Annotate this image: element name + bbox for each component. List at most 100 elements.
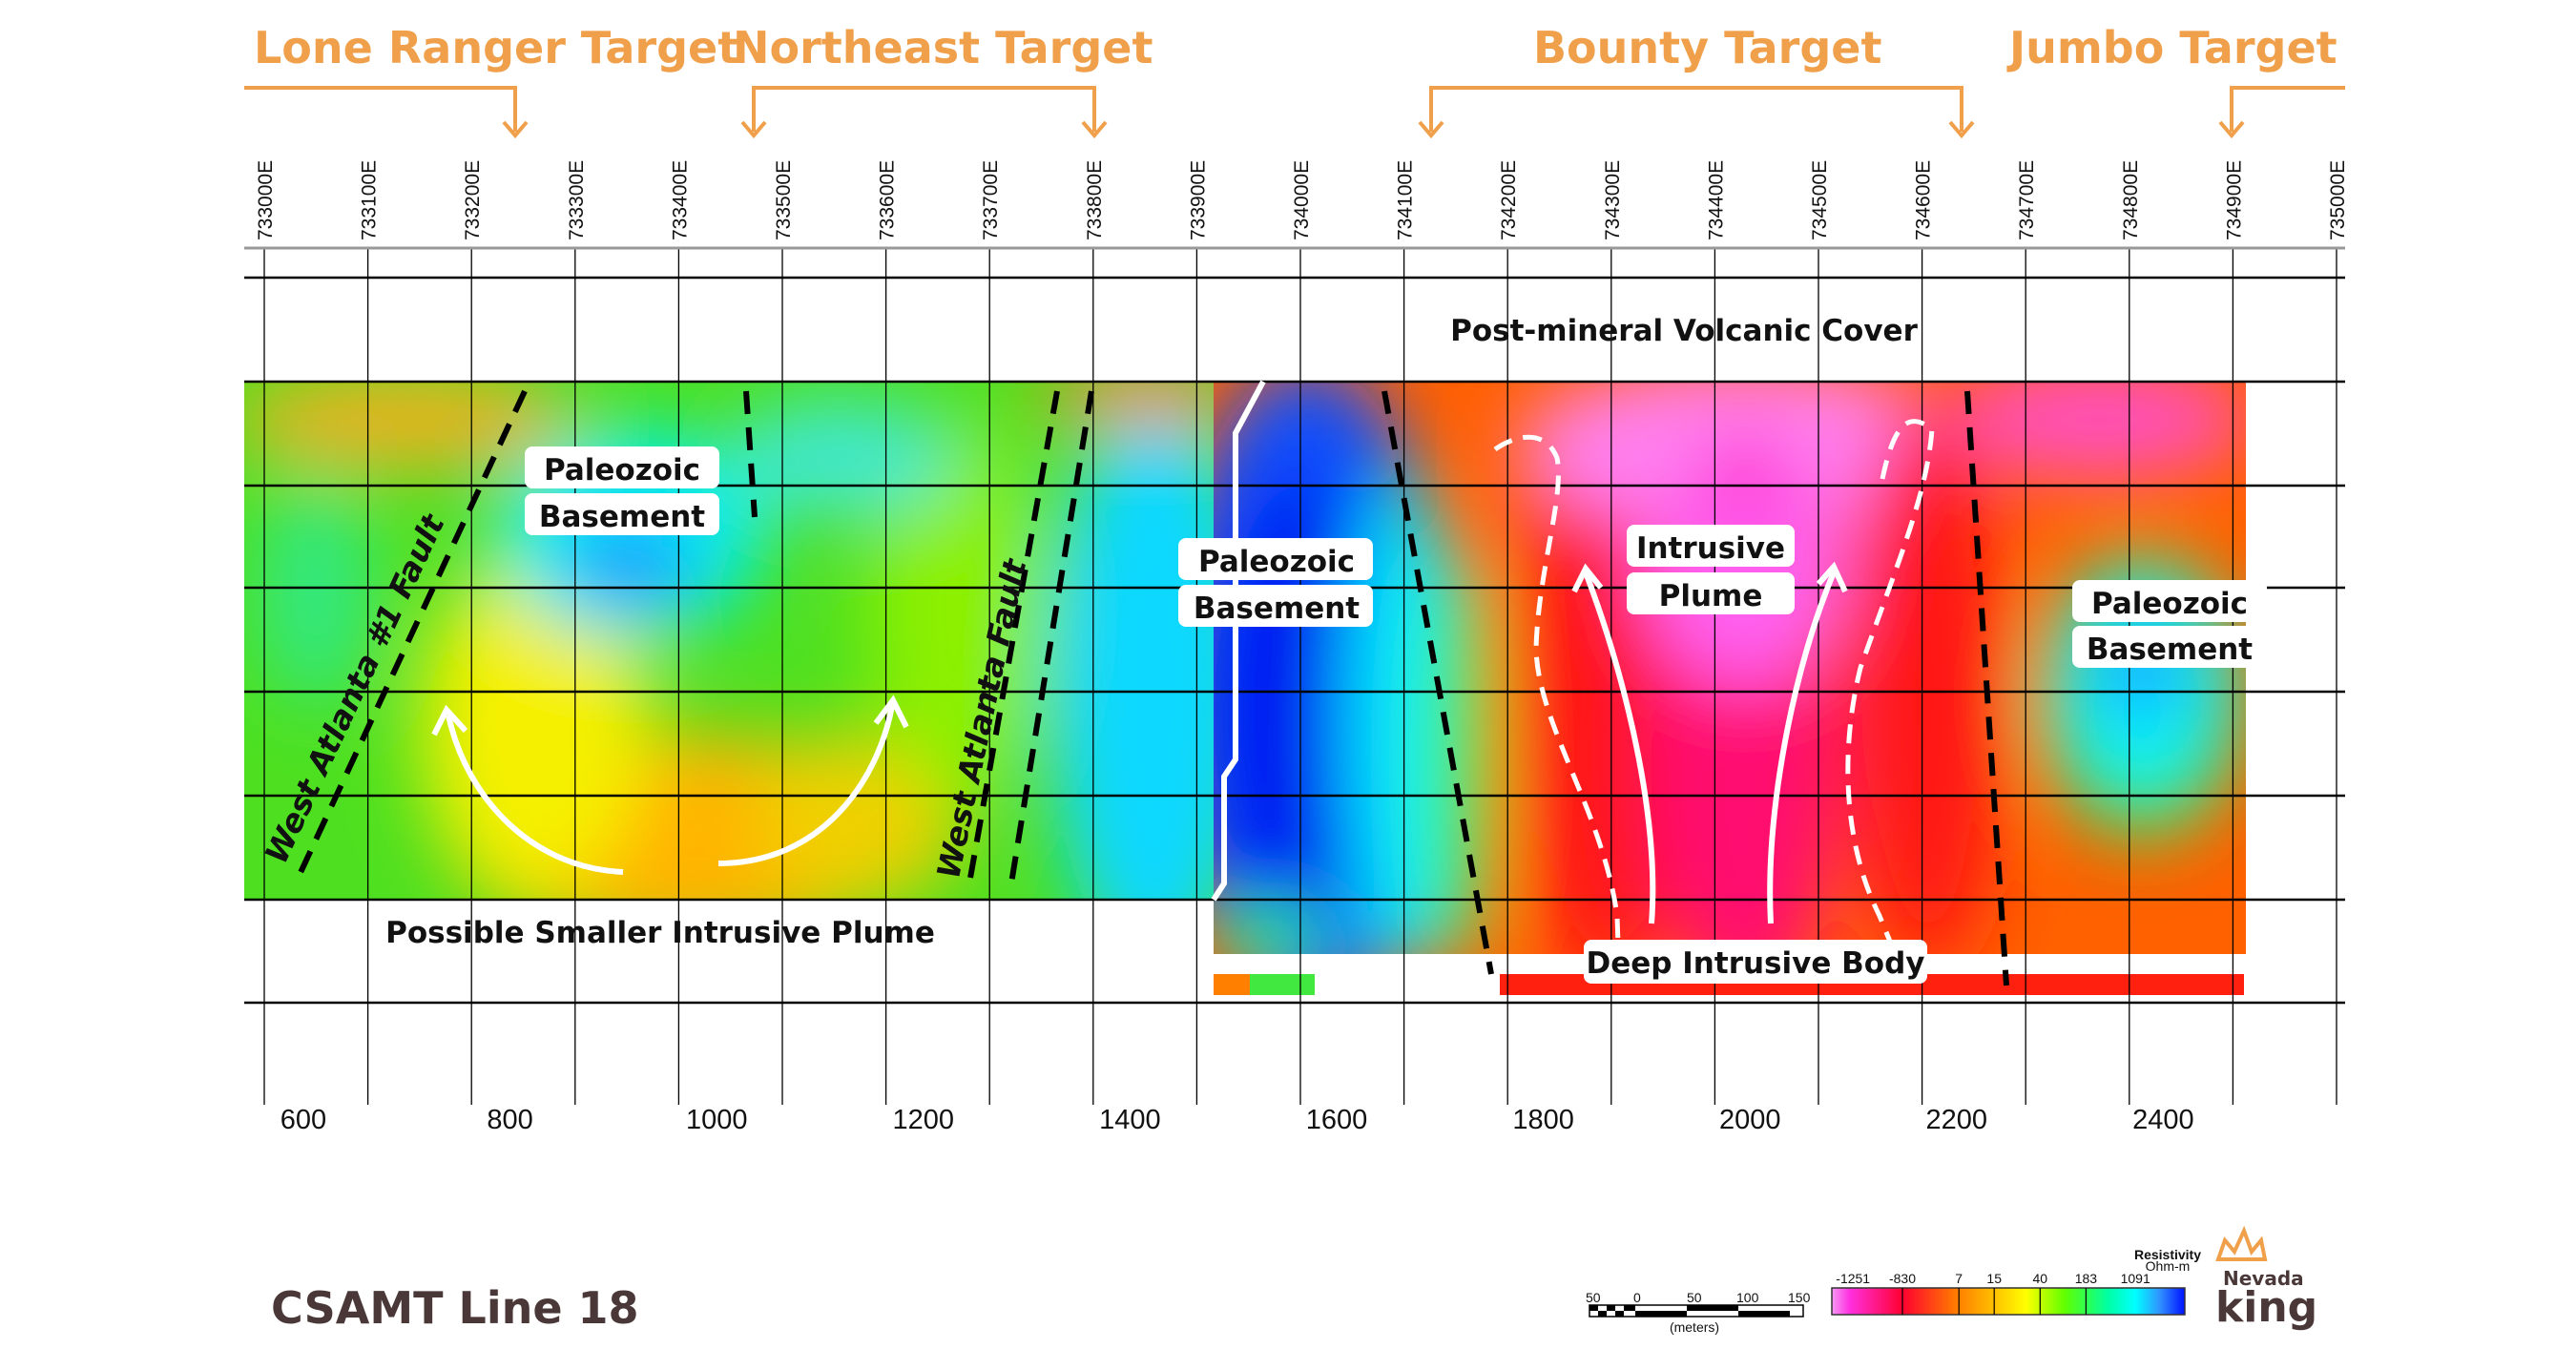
legend-title: Resistivity — [2134, 1247, 2201, 1262]
plume-label: Plume — [1659, 579, 1763, 613]
easting-label: 733200E — [462, 160, 484, 240]
distance-label: 1600 — [1306, 1105, 1368, 1135]
distance-label: 600 — [280, 1105, 326, 1135]
fault-lines — [295, 389, 2009, 986]
easting-label: 733300E — [566, 160, 588, 240]
legend-tick-label: -1251 — [1836, 1271, 1870, 1286]
easting-label: 733800E — [1084, 160, 1106, 240]
crown-icon — [2215, 1225, 2268, 1261]
grid-lines — [244, 246, 2345, 1105]
easting-label: 734300E — [1602, 160, 1624, 240]
easting-label: 734500E — [1809, 160, 1831, 240]
legend-tick-label: 183 — [2075, 1271, 2098, 1286]
west-atlanta-1-fault-line — [295, 389, 528, 881]
arrow-down-icon — [1418, 120, 1975, 139]
distance-label: 1000 — [686, 1105, 748, 1135]
arrow-up-right-icon — [717, 705, 895, 866]
logo-line2: king — [2215, 1283, 2317, 1332]
distance-label: 2400 — [2132, 1105, 2194, 1135]
bottom-strip-west-green — [1250, 974, 1315, 995]
arrowhead-icon — [1816, 561, 1848, 593]
easting-label: 733400E — [669, 160, 691, 240]
easting-label: 733700E — [980, 160, 1002, 240]
arrow-down-icon — [2218, 120, 2245, 139]
deep-intrusive-body-label: Deep Intrusive Body — [1587, 946, 1925, 981]
arrow-down-icon — [502, 120, 529, 139]
east-fault-line-2 — [1964, 390, 2009, 986]
easting-label: 734100E — [1395, 160, 1417, 240]
scale-tick: 50 — [1586, 1290, 1601, 1305]
arrow-up-left-icon — [446, 715, 624, 875]
legend-tick-label: -830 — [1889, 1271, 1916, 1286]
basement-boundary-line — [1211, 380, 1266, 902]
resistivity-legend: Resistivity Ohm-m -1251 -830 7 15 40 183 1091 — [1831, 1247, 2201, 1316]
easting-label: 733500E — [773, 160, 795, 240]
distance-label: 800 — [487, 1105, 532, 1135]
easting-label: 734700E — [2016, 160, 2038, 240]
easting-label: 734400E — [1705, 160, 1727, 240]
scale-tick: 100 — [1736, 1290, 1759, 1305]
intrusive-label: Intrusive — [1636, 531, 1785, 566]
plume-outline-east — [1845, 419, 1935, 986]
legend-tick-label: 1091 — [2121, 1271, 2150, 1286]
west-atlanta-fault-line — [966, 390, 1060, 884]
basement-label-center: Basement — [1194, 591, 1360, 626]
west-atlanta-fault-line-2 — [1008, 390, 1094, 884]
legend-tick-label: 7 — [1955, 1271, 1963, 1286]
scale-unit: (meters) — [1670, 1319, 1719, 1335]
easting-label: 734000E — [1291, 160, 1313, 240]
distance-label: 2200 — [1926, 1105, 1988, 1135]
paleozoic-label-center: Paleozoic — [1198, 545, 1355, 579]
figure-title: CSAMT Line 18 — [271, 1282, 639, 1334]
scale-tick: 50 — [1687, 1290, 1702, 1305]
easting-label: 734600E — [1913, 160, 1935, 240]
bounty-bracket — [1429, 86, 1963, 132]
easting-label: 733600E — [877, 160, 899, 240]
distance-label: 2000 — [1719, 1105, 1781, 1135]
paleozoic-label-west: Paleozoic — [544, 453, 700, 488]
resistivity-section-east — [1214, 382, 2246, 954]
distance-label: 1400 — [1099, 1105, 1161, 1135]
target-headers: Lone Ranger Target Northeast Target Boun… — [244, 22, 2345, 139]
arrow-up-icon — [1767, 571, 1837, 924]
arrowhead-icon — [1571, 563, 1604, 593]
scale-tick: 0 — [1633, 1290, 1641, 1305]
northeast-bracket — [752, 86, 1096, 132]
basement-label-east: Basement — [2087, 633, 2253, 667]
easting-label: 734200E — [1498, 160, 1520, 240]
scale-tick: 150 — [1788, 1290, 1811, 1305]
easting-label: 735000E — [2327, 160, 2349, 240]
basement-label-west: Basement — [539, 500, 705, 534]
easting-label: 733900E — [1187, 160, 1209, 240]
arrowhead-icon — [873, 695, 909, 729]
legend-tick-label: 40 — [2033, 1271, 2048, 1286]
arrow-up-icon — [1583, 571, 1656, 924]
easting-label: 733000E — [255, 160, 277, 240]
northeast-target-label: Northeast Target — [733, 22, 1153, 73]
bounty-target-label: Bounty Target — [1533, 22, 1881, 73]
distance-label: 1800 — [1512, 1105, 1574, 1135]
arrowhead-icon — [431, 704, 468, 737]
flow-arrows — [431, 561, 1848, 924]
east-fault-line — [1381, 390, 1494, 975]
smaller-plume-label: Possible Smaller Intrusive Plume — [385, 916, 935, 950]
scale-bar: 50 0 50 100 150 (meters) — [1586, 1290, 1811, 1335]
easting-label: 734800E — [2120, 160, 2142, 240]
distance-label: 1200 — [893, 1105, 955, 1135]
lone-ranger-target-label: Lone Ranger Target — [254, 22, 738, 73]
jumbo-target-label: Jumbo Target — [2006, 22, 2337, 73]
minor-fault-line — [743, 390, 758, 518]
paleozoic-label-east: Paleozoic — [2091, 587, 2248, 621]
plume-outline-west — [1493, 434, 1622, 975]
jumbo-bracket — [2230, 86, 2345, 132]
arrow-down-icon — [740, 120, 1108, 139]
distance-tick-labels: 600 800 1000 1200 1400 1600 1800 2000 2200 2400 — [280, 1105, 2194, 1135]
nevada-king-logo: Nevada king — [2215, 1225, 2317, 1332]
easting-tick-labels: 733000E 733100E 733200E 733300E 733400E 73350… — [255, 160, 2349, 240]
easting-label: 733100E — [359, 160, 381, 240]
lone-ranger-bracket — [244, 86, 517, 132]
plume-outlines — [1493, 419, 1935, 986]
easting-label: 734900E — [2223, 160, 2245, 240]
color-bar — [1831, 1287, 2186, 1316]
